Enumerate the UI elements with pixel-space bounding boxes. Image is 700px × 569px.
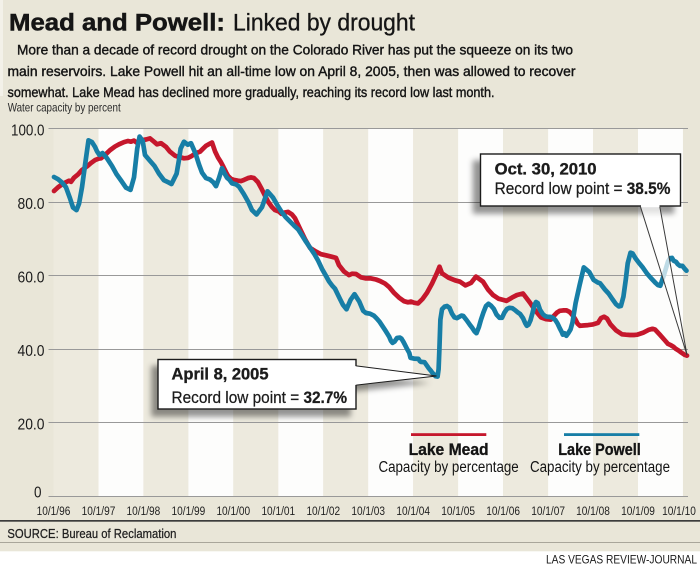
svg-text:More than a decade of record d: More than a decade of record drought on … xyxy=(17,43,573,58)
svg-text:Water capacity by percent: Water capacity by percent xyxy=(8,100,121,114)
svg-text:Lake Powell: Lake Powell xyxy=(558,441,641,459)
svg-text:Mead and Powell:: Mead and Powell: xyxy=(9,9,225,36)
svg-text:10/1/05: 10/1/05 xyxy=(441,504,475,518)
svg-text:10/1/06: 10/1/06 xyxy=(486,504,520,518)
svg-text:0: 0 xyxy=(34,484,42,501)
svg-text:SOURCE: Bureau of Reclamation: SOURCE: Bureau of Reclamation xyxy=(7,526,176,541)
svg-text:20.0: 20.0 xyxy=(18,416,45,433)
svg-text:Linked by drought: Linked by drought xyxy=(233,9,415,36)
svg-text:40.0: 40.0 xyxy=(18,343,45,360)
svg-text:10/1/02: 10/1/02 xyxy=(306,504,340,518)
svg-text:10/1/10: 10/1/10 xyxy=(662,504,696,518)
svg-text:80.0: 80.0 xyxy=(18,196,45,213)
svg-text:10/1/01: 10/1/01 xyxy=(261,504,295,518)
svg-text:10/1/03: 10/1/03 xyxy=(351,504,385,518)
svg-text:10/1/99: 10/1/99 xyxy=(172,504,206,518)
svg-text:10/1/00: 10/1/00 xyxy=(216,504,250,518)
svg-text:10/1/98: 10/1/98 xyxy=(127,504,161,518)
svg-text:Record low point = 38.5%: Record low point = 38.5% xyxy=(495,179,671,198)
svg-text:10/1/08: 10/1/08 xyxy=(576,504,610,518)
svg-text:100.0: 100.0 xyxy=(11,122,45,139)
svg-text:Lake Mead: Lake Mead xyxy=(409,441,489,459)
svg-text:10/1/07: 10/1/07 xyxy=(531,504,565,518)
svg-text:10/1/09: 10/1/09 xyxy=(621,504,655,518)
svg-text:LAS VEGAS REVIEW-JOURNAL: LAS VEGAS REVIEW-JOURNAL xyxy=(546,553,697,567)
svg-text:10/1/04: 10/1/04 xyxy=(396,504,430,518)
svg-text:April 8, 2005: April 8, 2005 xyxy=(172,365,269,384)
svg-text:somewhat. Lake Mead has declin: somewhat. Lake Mead has declined more gr… xyxy=(8,85,495,100)
svg-text:Capacity by percentage: Capacity by percentage xyxy=(530,459,670,476)
svg-text:Capacity by percentage: Capacity by percentage xyxy=(378,459,518,476)
svg-text:60.0: 60.0 xyxy=(18,269,45,286)
svg-text:10/1/97: 10/1/97 xyxy=(82,504,116,518)
svg-text:Record low point = 32.7%: Record low point = 32.7% xyxy=(172,388,348,407)
svg-text:Oct. 30, 2010: Oct. 30, 2010 xyxy=(495,160,597,179)
svg-text:main reservoirs. Lake Powell h: main reservoirs. Lake Powell hit an all-… xyxy=(8,64,576,79)
svg-text:10/1/96: 10/1/96 xyxy=(37,504,71,518)
